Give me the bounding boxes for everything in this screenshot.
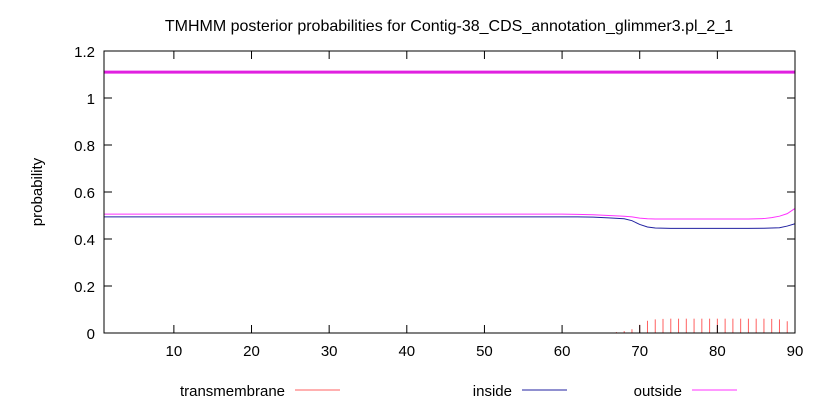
- outside-series-line: [104, 208, 796, 220]
- x-tick-label: 50: [476, 343, 493, 360]
- y-tick-label: 0.2: [74, 279, 95, 296]
- x-tick-label: 20: [243, 343, 260, 360]
- x-tick-label: 10: [166, 343, 183, 360]
- y-tick-label: 0.8: [74, 138, 95, 155]
- plot-area: 0 0.2 0.4 0.6 0.8 1 1.2 10 20 30 40 50 60 70 80 90: [74, 44, 803, 360]
- inside-series-line: [104, 216, 796, 229]
- y-tick-label: 0.4: [74, 232, 95, 249]
- outside-legend-label: outside: [634, 383, 682, 400]
- y-tick-label: 1.2: [74, 44, 95, 61]
- x-tick-label: 60: [554, 343, 571, 360]
- y-axis-label: probability: [29, 157, 46, 226]
- chart-title: TMHMM posterior probabilities for Contig…: [165, 18, 733, 35]
- x-tick-label: 40: [398, 343, 415, 360]
- y-tick-label: 0: [87, 326, 95, 343]
- inside-legend-label: inside: [473, 383, 512, 400]
- plot-frame: [103, 50, 796, 334]
- y-tick-label: 1: [87, 91, 95, 108]
- legend: transmembrane inside outside: [180, 383, 737, 400]
- x-tick-label: 30: [321, 343, 338, 360]
- x-tick-label: 70: [631, 343, 648, 360]
- y-tick-label: 0.6: [74, 185, 95, 202]
- x-tick-label: 80: [709, 343, 726, 360]
- x-tick-label: 90: [787, 343, 804, 360]
- transmembrane-legend-label: transmembrane: [180, 383, 285, 400]
